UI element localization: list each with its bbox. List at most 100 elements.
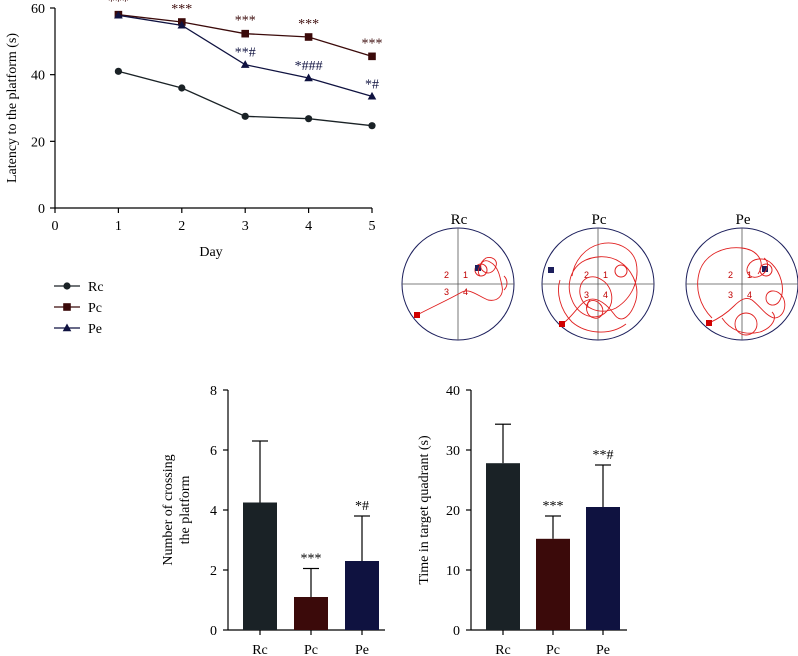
y-tick-label: 20 — [31, 135, 45, 150]
y-tick-label: 60 — [31, 2, 45, 17]
significance-label: *# — [355, 499, 369, 514]
x-tick-label: Pe — [355, 643, 369, 656]
legend-marker — [63, 303, 71, 311]
quadrant-label: 3 — [584, 290, 589, 300]
bar-rc: Rc — [243, 440, 277, 656]
start-marker — [559, 321, 565, 327]
x-tick-label: 2 — [178, 219, 185, 234]
data-point — [114, 67, 122, 75]
y-tick-label: 20 — [446, 504, 460, 519]
quadrant-label: 3 — [728, 290, 733, 300]
swim-panel-title: Rc — [451, 212, 468, 228]
legend-entry-pc: Pc — [54, 301, 102, 316]
significance-label: **# — [235, 46, 256, 61]
legend-label: Pc — [88, 301, 102, 316]
data-point — [114, 10, 123, 19]
quadrant-label: 1 — [463, 270, 468, 280]
quadrant-label: 2 — [444, 270, 449, 280]
swim-path — [503, 275, 508, 291]
significance-label: *** — [543, 499, 564, 514]
quadrant-label: 4 — [603, 290, 608, 300]
data-point — [241, 29, 249, 38]
x-tick-label: Rc — [495, 643, 511, 656]
data-point — [305, 115, 313, 123]
target-quadrant-bar-chart: 0 10 20 30 40 Rc Pc *** Pe **# Time in target qu… — [417, 384, 627, 656]
x-tick-label: Pc — [546, 643, 560, 656]
bar-rc: Rc — [486, 423, 520, 656]
x-tick-label: 4 — [305, 219, 312, 234]
swim-path — [561, 242, 638, 325]
bar-rect — [243, 502, 277, 630]
swim-panel-title: Pc — [592, 212, 607, 228]
bar1-y-label-line2: the platform — [178, 475, 193, 544]
bar-pe: Pe **# — [586, 448, 620, 656]
quadrant-label: 4 — [463, 287, 468, 297]
data-point — [304, 73, 313, 82]
start-marker — [706, 320, 712, 326]
platform-marker — [548, 267, 554, 273]
significance-label: *** — [362, 36, 383, 51]
bar-rect — [294, 597, 328, 630]
swim-panel-rc: Rc 1 2 3 4 — [401, 212, 515, 341]
bar-rect — [586, 507, 620, 630]
y-tick-label: 10 — [446, 564, 460, 579]
swim-panel-title: Pe — [736, 212, 751, 228]
y-tick-label: 8 — [210, 384, 217, 399]
series-rc — [114, 67, 376, 130]
platform-marker — [762, 266, 768, 272]
data-point — [368, 122, 376, 130]
quadrant-label: 3 — [444, 287, 449, 297]
start-marker — [414, 312, 420, 318]
swim-path — [558, 279, 627, 333]
legend-entry-pe: Pe — [54, 322, 102, 337]
data-point — [368, 52, 376, 61]
bar-pc: Pc *** — [294, 552, 328, 656]
quadrant-label: 4 — [747, 290, 752, 300]
legend-marker — [63, 282, 71, 290]
data-point — [240, 60, 250, 68]
quadrant-label: 2 — [728, 270, 733, 280]
swim-loop — [734, 312, 758, 336]
y-tick-label: 4 — [210, 504, 217, 519]
y-tick-label: 0 — [210, 624, 217, 639]
swim-path — [708, 257, 786, 324]
significance-label: *** — [298, 17, 319, 32]
series-pe: **# *### *# — [114, 10, 379, 100]
platform-marker — [475, 265, 481, 271]
significance-label: *** — [171, 2, 192, 17]
swim-path — [721, 311, 775, 334]
bar-pc: Pc *** — [536, 499, 570, 656]
bar-rect — [345, 561, 379, 630]
y-tick-label: 40 — [446, 384, 460, 399]
y-tick-label: 0 — [453, 624, 460, 639]
significance-label: *** — [301, 552, 322, 567]
bar-rect — [536, 538, 570, 630]
bar-pe: Pe *# — [345, 499, 379, 656]
line-chart-x-label: Day — [199, 245, 222, 260]
swim-panel-pe: Pe 1 2 3 4 — [685, 212, 798, 341]
y-tick-label: 40 — [31, 69, 45, 84]
x-tick-label: 0 — [52, 219, 59, 234]
swim-path — [697, 247, 762, 319]
latency-line-chart: 0 1 2 3 4 5 0 20 40 60 *** *** *** *** *** **# *### *# D… — [5, 0, 383, 337]
x-tick-label: Pc — [304, 643, 318, 656]
data-point — [304, 33, 313, 41]
significance-label: *### — [295, 59, 323, 74]
significance-label: *# — [365, 77, 379, 92]
data-point — [367, 91, 377, 100]
y-tick-label: 0 — [38, 202, 45, 217]
x-tick-label: 3 — [242, 219, 249, 234]
legend-entry-rc: Rc — [54, 280, 104, 295]
significance-label: *** — [235, 14, 256, 29]
bar-rect — [486, 463, 520, 630]
bar2-y-label: Time in target quadrant (s) — [417, 435, 432, 585]
bar1-y-label-line1: Number of crossing — [161, 454, 176, 565]
data-point — [241, 112, 249, 120]
swim-panel-pc: Pc 1 2 3 4 — [541, 212, 655, 341]
swim-path — [586, 299, 604, 319]
x-tick-label: Pe — [596, 643, 610, 656]
y-tick-label: 6 — [210, 444, 217, 459]
line-chart-y-label: Latency to the platform (s) — [5, 33, 20, 183]
swim-path — [416, 257, 503, 316]
